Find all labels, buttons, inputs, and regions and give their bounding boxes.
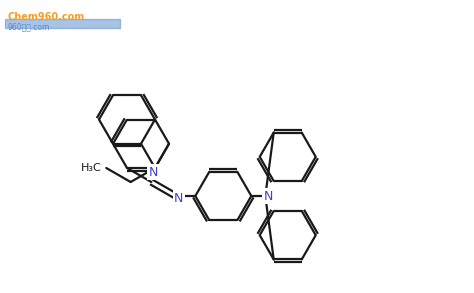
Text: 960化工.com: 960化工.com — [8, 22, 50, 31]
Text: N: N — [148, 166, 158, 178]
Text: N: N — [174, 192, 183, 205]
Text: N: N — [264, 190, 273, 202]
Text: Chem960.com: Chem960.com — [8, 12, 85, 22]
Text: H₃C: H₃C — [81, 163, 101, 173]
